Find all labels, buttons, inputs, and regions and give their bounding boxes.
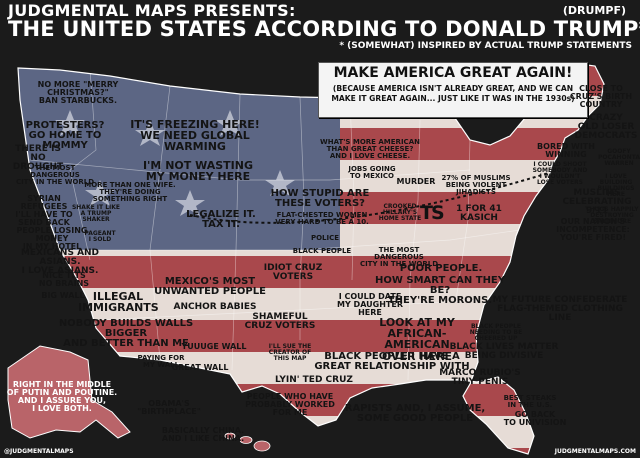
trump-logo: TS bbox=[420, 202, 445, 224]
label-could-date: I COULD DATE MY DAUGHTER HERE bbox=[337, 292, 403, 318]
label-nobody-builds-walls: NOBODY BUILDS WALLS BIGGER AND BETTER TH… bbox=[58, 318, 194, 350]
label-unwanted-people: MEXICO'S MOST UNWANTED PEOPLE bbox=[154, 276, 266, 298]
callout-title: MAKE AMERICA GREAT AGAIN! bbox=[333, 65, 573, 81]
label-great-relationship: BLACK PEOPLE I HAVE A GREAT RELATIONSHIP… bbox=[314, 351, 470, 373]
page-title: THE UNITED STATES ACCORDING TO DONALD TR… bbox=[8, 17, 640, 41]
label-black-people-north: BLACK PEOPLE bbox=[292, 247, 352, 255]
label-police: POLICE bbox=[310, 234, 340, 242]
label-not-wasting: I'M NOT WASTING MY MONEY HERE bbox=[142, 159, 254, 184]
label-yuuuge-wall: YUUUGE WALL bbox=[181, 342, 247, 351]
label-dangerous-city-central: THE MOST DANGEROUS CITY IN THE WORLD bbox=[359, 246, 439, 269]
alaska-shape bbox=[7, 345, 131, 439]
label-idiot-cruz: IDIOT CRUZ VOTERS bbox=[263, 263, 323, 283]
label-sue-creator: I'LL SUE THE CREATOR OF THIS MAP bbox=[268, 343, 312, 363]
label-milkshake: SHAKE IT LIKE A TRUMP SHAKER bbox=[71, 204, 121, 224]
label-rapists: RAPISTS AND, I ASSUME, SOME GOOD PEOPLE bbox=[344, 403, 486, 425]
label-crazy-old-loser: CRAZY OLD LOSER DEMOCRATS bbox=[574, 113, 638, 142]
label-anchor-babies: ANCHOR BABIES bbox=[173, 302, 257, 312]
label-best-steaks: BEST STEAKS IN THE U.S. bbox=[503, 394, 557, 410]
label-how-stupid: HOW STUPID ARE THESE VOTERS? bbox=[270, 188, 370, 210]
hawaii-shape bbox=[224, 432, 271, 452]
label-goofy: GOOFY POCAHONTAS WARREN bbox=[598, 148, 640, 168]
label-murder: MURDER bbox=[396, 177, 436, 186]
label-crooked-hillary: CROOKED HILLARY'S HOME STATE bbox=[378, 203, 422, 223]
label-flat-chested: FLAT-CHESTED WOMEN VERY HARD TO BE A 10. bbox=[275, 211, 369, 227]
label-future-confederate: MY FUTURE CONFEDERATE FLAG-THEMED CLOTHI… bbox=[492, 295, 628, 324]
label-legalize: LEGALIZE IT. TAX IT. bbox=[186, 209, 256, 231]
label-great-wall: GREAT WALL bbox=[171, 363, 229, 372]
label-thugs: THUGS HAPPILY DESTROYING BALTIMORE bbox=[585, 206, 639, 226]
label-more-american: WHAT'S MORE AMERICAN THAN GREAT CHEESE? … bbox=[320, 138, 420, 161]
label-lyin-ted: LYIN' TED CRUZ bbox=[275, 375, 353, 385]
credit-website: JUDGMENTALMAPS.COM bbox=[554, 448, 636, 455]
label-love-buildings: I LOVE BUILDING BUILDINGS HERE bbox=[597, 173, 635, 199]
label-muslims-jihadists: 27% OF MUSLIMS BEING VIOLENT JIHADISTS bbox=[441, 174, 511, 197]
label-paying-wall: PAYING FOR MY WALL bbox=[137, 354, 185, 370]
label-china: BASICALLY CHINA. AND I LIKE CHINA. bbox=[161, 426, 245, 444]
label-marco-rubio: MARCO RUBIO'S TINY PENIS bbox=[439, 368, 521, 388]
label-bored-winning: BORED WITH WINNING bbox=[537, 142, 595, 160]
label-cheered-up: BLACK PEOPLE NEEDING TO BE CHEERED UP bbox=[469, 323, 523, 343]
label-look-at-my: LOOK AT MY AFRICAN-AMERICAN OVER HERE bbox=[379, 316, 455, 363]
label-lives-matter: BLACK LIVES MATTER BEING DIVISIVE bbox=[449, 342, 559, 362]
header-drumpf: (DRUMPF) bbox=[562, 4, 626, 17]
label-dangerous-city-west: THE MOST DANGEROUS CITY IN THE WORLD bbox=[15, 164, 95, 187]
label-no-drought: THERE IS NO DROUGHT bbox=[12, 144, 64, 173]
label-mexicans-asians: MEXICANS AND ASIANS. I LOVE ASIANS. bbox=[20, 248, 100, 277]
label-poor-people: POOR PEOPLE. bbox=[399, 263, 483, 274]
label-pageant: PAGEANT I SOLD bbox=[84, 230, 116, 244]
label-syrian-refugees: SYRIAN REFUGEES I'LL HAVE TO SEND BACK bbox=[15, 194, 73, 228]
label-nice-tits: NICE TITS NO BRAINS bbox=[38, 271, 90, 289]
label-nations-incompetence: OUR NATION'S INCOMPETENCE: YOU'RE FIRED! bbox=[556, 217, 630, 243]
credit-twitter: @JUDGMENTALMAPS bbox=[4, 448, 74, 455]
label-univision: GO BACK TO UNIVISION bbox=[503, 410, 567, 428]
label-probably-worked: PEOPLE WHO HAVE PROBABLY WORKED FOR ME bbox=[245, 392, 335, 418]
label-jobs-mexico: JOBS GOING TO MEXICO bbox=[348, 165, 396, 181]
callout-body: (BECAUSE AMERICA ISN'T ALREADY GREAT, AN… bbox=[331, 84, 575, 103]
label-smart-they-be: HOW SMART CAN THEY BE? THEY'RE MORONS. bbox=[374, 275, 506, 307]
label-big-wall: BIG WALL bbox=[41, 291, 85, 300]
label-shameful-cruz: SHAMEFUL CRUZ VOTERS bbox=[244, 312, 316, 332]
header-line-1: JUDGMENTAL MAPS PRESENTS: bbox=[8, 1, 296, 20]
label-putin-poutine: RIGHT IN THE MIDDLE OF PUTIN AND POUTINE… bbox=[6, 380, 118, 414]
label-close-to-cruz: CLOSE TO CRUZ'S BIRTH COUNTRY bbox=[569, 84, 633, 110]
label-merry-christmas: NO MORE "MERRY CHRISTMAS?" BAN STARBUCKS… bbox=[37, 80, 119, 106]
label-one-for-41: 1 FOR 41 KASICH bbox=[456, 204, 502, 224]
maga-callout: MAKE AMERICA GREAT AGAIN! (BECAUSE AMERI… bbox=[318, 62, 588, 118]
label-losing-money: PEOPLE LOSING MONEY IN MY HOTEL bbox=[16, 226, 88, 252]
label-one-wife: MORE THAN ONE WIFE. THEY'RE DOING SOMETH… bbox=[84, 181, 176, 204]
header-subtitle: * (SOMEWHAT) INSPIRED BY ACTUAL TRUMP ST… bbox=[339, 41, 632, 51]
label-freezing: IT'S FREEZING HERE! WE NEED GLOBAL WARMI… bbox=[130, 118, 260, 154]
label-protesters: PROTESTERS? GO HOME TO MOMMY bbox=[25, 120, 105, 152]
label-muslims-9-11: MUSLIMS CELEBRATING 9/11 bbox=[562, 188, 632, 217]
label-illegal-immigrants: ILLEGAL IMMIGRANTS bbox=[78, 290, 159, 315]
label-obama-birthplace: OBAMA'S "BIRTHPLACE" bbox=[137, 399, 201, 417]
label-shoot-somebody: I COULD SHOOT SOMEBODY AND I WOULDN'T LO… bbox=[532, 161, 588, 187]
